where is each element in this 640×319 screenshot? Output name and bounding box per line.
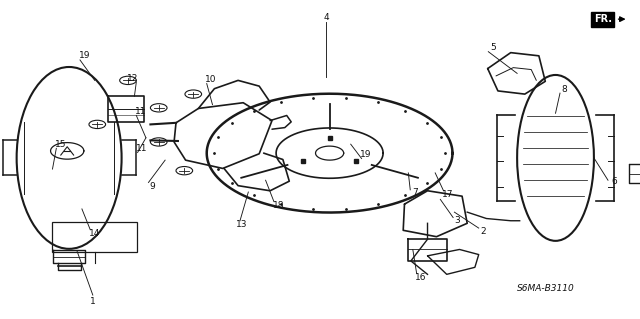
- Text: 19: 19: [79, 51, 90, 60]
- Text: 11: 11: [136, 144, 148, 153]
- Text: 14: 14: [89, 229, 100, 238]
- Text: 17: 17: [442, 190, 454, 199]
- Text: 5: 5: [490, 43, 495, 52]
- Text: S6MA-B3110: S6MA-B3110: [517, 284, 575, 293]
- Text: 10: 10: [205, 75, 217, 84]
- Text: 9: 9: [150, 182, 155, 191]
- Text: 6: 6: [612, 177, 617, 186]
- Text: 11: 11: [135, 107, 147, 116]
- Text: 16: 16: [415, 273, 427, 282]
- Text: 13: 13: [236, 220, 248, 229]
- Text: 15: 15: [55, 140, 67, 149]
- Text: 4: 4: [324, 13, 329, 22]
- Text: 3: 3: [455, 216, 460, 225]
- Text: 19: 19: [360, 150, 372, 159]
- Text: 12: 12: [127, 74, 139, 83]
- Text: FR.: FR.: [594, 14, 612, 24]
- Bar: [52, 222, 137, 252]
- Text: 8: 8: [562, 85, 567, 94]
- Text: 7: 7: [412, 189, 417, 197]
- Text: 18: 18: [273, 201, 284, 210]
- Text: 2: 2: [481, 227, 486, 236]
- Text: 1: 1: [90, 297, 95, 306]
